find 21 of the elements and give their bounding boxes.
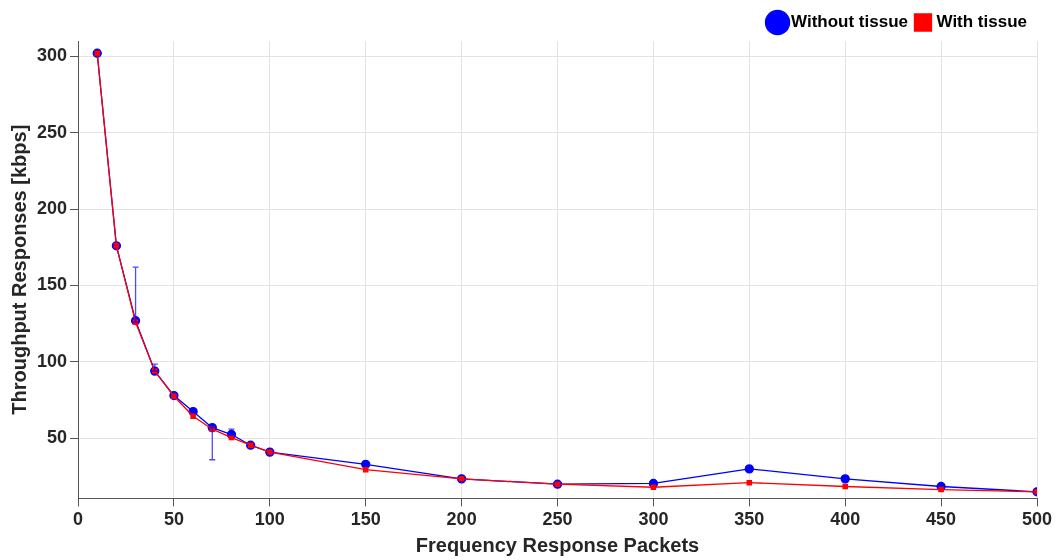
legend-label: Without tissue: [791, 12, 908, 32]
x-tick-label: 100: [254, 509, 285, 530]
y-tick-label: 50: [47, 427, 68, 448]
x-tick-label: 200: [446, 509, 477, 530]
y-tick-label: 250: [36, 121, 68, 142]
y-axis-title: Throughput Responses [kbps]: [7, 124, 30, 415]
x-tick-label: 250: [542, 509, 573, 530]
y-tick-label: 300: [36, 45, 68, 66]
x-tick-label: 450: [926, 509, 957, 530]
x-tick-label: 300: [638, 509, 669, 530]
x-tick-label: 350: [734, 509, 765, 530]
x-tick-label: 50: [163, 509, 184, 530]
x-tick-label: 150: [350, 509, 381, 530]
x-tick-label: 500: [1021, 509, 1053, 530]
x-tick-label: 0: [73, 509, 84, 530]
x-tick-label: 400: [830, 509, 861, 530]
y-tick-label: 100: [36, 350, 68, 371]
y-tick-label: 200: [36, 198, 68, 219]
y-tick-label: 150: [36, 274, 68, 295]
x-axis-title: Frequency Response Packets: [415, 533, 700, 556]
legend-label: With tissue: [936, 12, 1028, 32]
